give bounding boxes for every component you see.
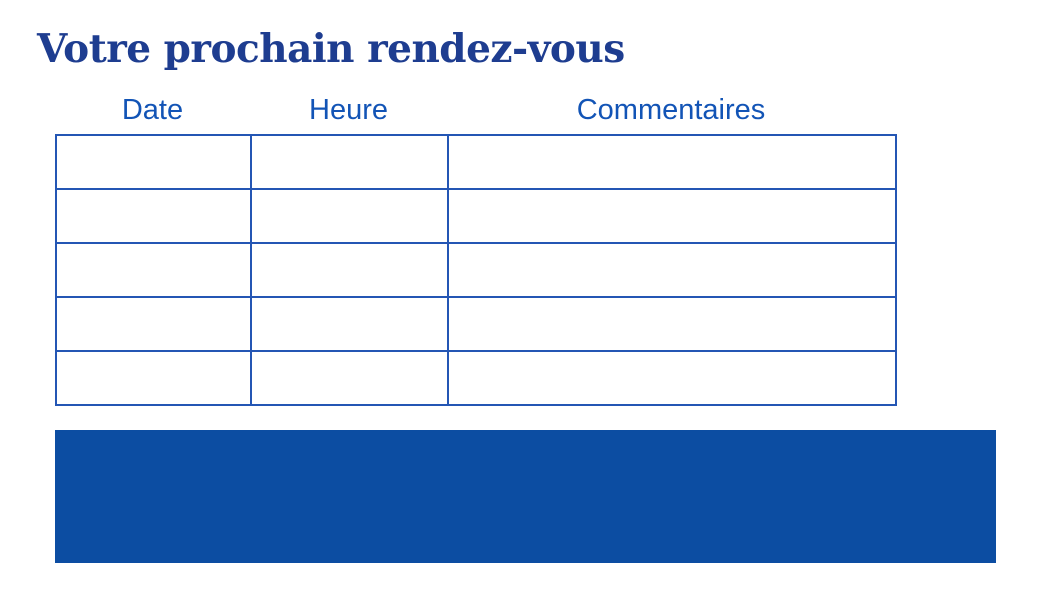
table-cell [250, 296, 449, 352]
table-cell [447, 242, 897, 298]
appointments-table [55, 134, 897, 406]
table-cell [447, 134, 897, 190]
table-cell [55, 188, 252, 244]
footer-banner [55, 430, 996, 563]
table-cell [55, 296, 252, 352]
table-row [55, 134, 897, 190]
table-cell [447, 350, 897, 406]
table-cell [250, 188, 449, 244]
table-cell [447, 296, 897, 352]
table-cell [447, 188, 897, 244]
table-cell [55, 134, 252, 190]
table-cell [55, 350, 252, 406]
table-row [55, 242, 897, 298]
table-cell [250, 242, 449, 298]
table-cell [250, 134, 449, 190]
column-header-date: Date [121, 94, 184, 126]
table-row [55, 296, 897, 352]
page-title: Votre prochain rendez-vous [37, 26, 625, 72]
table-row [55, 350, 897, 406]
column-header-heure: Heure [309, 94, 388, 126]
appointments-table-body [55, 134, 897, 406]
table-cell [55, 242, 252, 298]
table-row [55, 188, 897, 244]
table-cell [250, 350, 449, 406]
column-header-commentaires: Commentaires [576, 94, 766, 126]
table-column-headers: Date Heure Commentaires [55, 94, 895, 127]
